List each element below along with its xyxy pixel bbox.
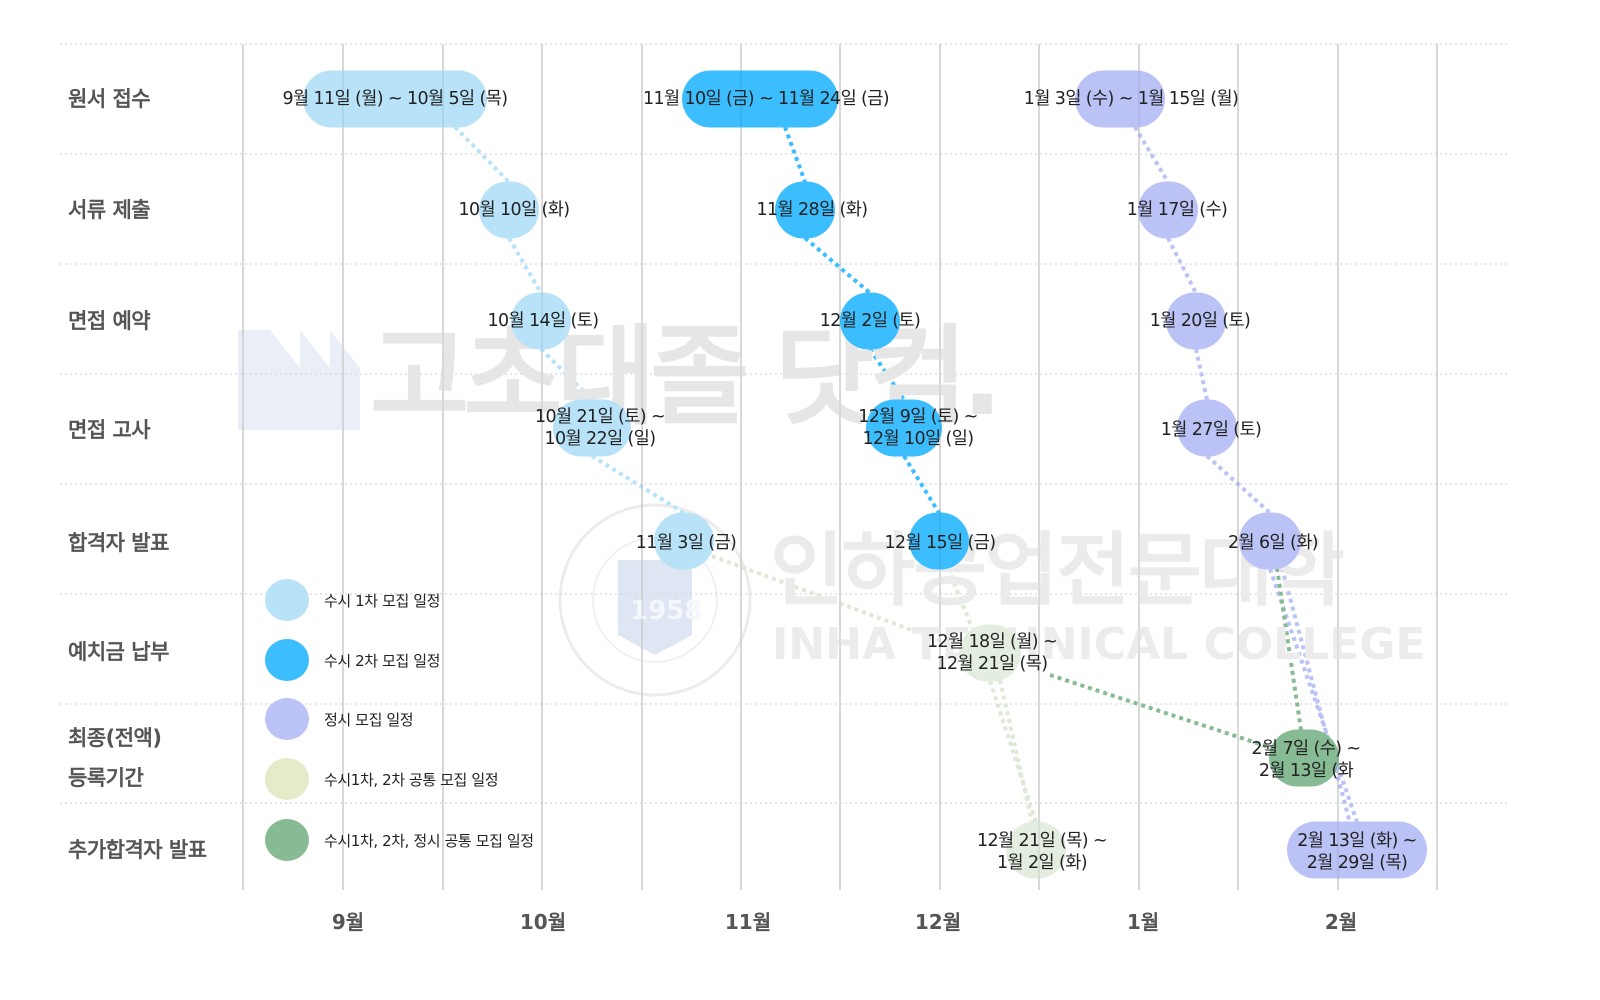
event-date-label: 10월 14일 (토) <box>487 311 599 331</box>
connector-line <box>988 680 1038 823</box>
row-label: 예치금 납부 <box>68 640 169 664</box>
event-node <box>553 399 631 457</box>
connector-line <box>803 236 872 295</box>
connector-line <box>1166 237 1198 294</box>
event-date-label: 10월 21일 (토) ~ 10월 22일 (일) <box>534 407 666 449</box>
event-node <box>511 292 571 350</box>
legend-label: 수시 2차 모집 일정 <box>324 651 441 670</box>
event-node <box>654 512 714 570</box>
event-date-label: 11월 28일 (화) <box>756 200 868 220</box>
event-node <box>1177 399 1237 457</box>
event-date-label: 10월 10일 (화) <box>458 200 570 220</box>
event-node <box>1239 512 1301 570</box>
legend-color-swatch <box>265 758 309 800</box>
legend-item: 정시 모집 일정 <box>265 698 414 740</box>
event-date-label: 12월 9일 (토) ~ 12월 10일 (일) <box>858 407 978 449</box>
legend-label: 정시 모집 일정 <box>324 710 414 729</box>
event-node <box>840 292 900 350</box>
row-label: 원서 접수 <box>68 87 151 111</box>
connector-line <box>1205 454 1272 515</box>
x-axis-month-label: 2월 <box>1324 910 1358 934</box>
event-node <box>1138 181 1198 239</box>
legend-item: 수시 1차 모집 일정 <box>265 579 440 621</box>
event-node <box>479 181 539 239</box>
legend-item: 수시1차, 2차, 정시 공통 모집 일정 <box>265 819 534 861</box>
event-date-label: 1월 27일 (토) <box>1160 420 1262 440</box>
event-node <box>1006 821 1066 879</box>
connector-line <box>453 125 511 184</box>
row-label: 면접 고사 <box>68 418 151 442</box>
event-node <box>1075 70 1165 128</box>
connector-line <box>998 679 1034 823</box>
row-label: 면접 예약 <box>68 309 151 333</box>
event-date-label: 9월 11일 (월) ~ 10월 5일 (목) <box>282 89 509 109</box>
connector-line <box>1133 125 1170 184</box>
row-label: 최종(전액) 등록기간 <box>68 726 162 790</box>
event-date-label: 2월 7일 (수) ~ 2월 13일 (화 <box>1251 739 1362 781</box>
connector-line <box>868 347 906 402</box>
connector-line <box>590 454 686 515</box>
event-node <box>1166 292 1226 350</box>
event-node <box>959 624 1021 682</box>
event-node <box>303 70 487 128</box>
connector-line <box>507 236 543 295</box>
connector-line <box>946 567 974 629</box>
x-axis-month-label: 1월 <box>1126 910 1160 934</box>
row-label: 서류 제출 <box>68 198 151 222</box>
x-axis-month-label: 12월 <box>914 910 962 934</box>
legend-color-swatch <box>265 819 309 861</box>
event-date-label: 12월 18일 (월) ~ 12월 21일 (목) <box>926 632 1058 674</box>
legend-item: 수시 2차 모집 일정 <box>265 639 440 681</box>
row-label: 합격자 발표 <box>68 531 169 555</box>
watermark-seal-icon <box>558 503 752 697</box>
event-date-label: 11월 10일 (금) ~ 11월 24일 (금) <box>642 89 890 109</box>
connector-line <box>902 454 941 515</box>
watermark-seal-shield-icon <box>618 560 692 655</box>
connector-line <box>783 126 807 183</box>
connector-line <box>1280 567 1352 824</box>
x-axis-month-label: 9월 <box>331 910 365 934</box>
event-node <box>866 399 942 457</box>
event-date-label: 12월 21일 (목) ~ 1월 2일 (화) <box>976 831 1108 873</box>
legend-color-swatch <box>265 698 309 740</box>
event-date-label: 12월 2일 (토) <box>819 311 921 331</box>
event-date-label: 1월 20일 (토) <box>1149 311 1251 331</box>
legend-item: 수시1차, 2차 공통 모집 일정 <box>265 758 499 800</box>
event-date-label: 2월 6일 (화) <box>1228 533 1319 553</box>
event-node <box>775 181 835 239</box>
event-node <box>909 512 969 570</box>
watermark-building-icon <box>238 330 360 430</box>
event-date-label: 11월 3일 (금) <box>635 533 737 553</box>
event-node <box>682 70 838 128</box>
legend-label: 수시 1차 모집 일정 <box>324 591 441 610</box>
legend-color-swatch <box>265 639 309 681</box>
legend-color-swatch <box>265 579 309 621</box>
connector-line <box>1049 673 1273 750</box>
event-date-label: 1월 17일 (수) <box>1126 200 1228 220</box>
legend-label: 수시1차, 2차 공통 모집 일정 <box>324 770 499 789</box>
connector-line <box>1275 567 1303 731</box>
legend-label: 수시1차, 2차, 정시 공통 모집 일정 <box>324 831 534 850</box>
row-label: 추가합격자 발표 <box>68 838 207 862</box>
event-date-label: 1월 3일 (수) ~ 1월 15일 (월) <box>1023 89 1239 109</box>
event-node <box>1287 821 1427 879</box>
x-axis-month-label: 11월 <box>724 910 772 934</box>
x-axis-month-label: 10월 <box>519 910 567 934</box>
event-date-label: 2월 13일 (화) ~ 2월 29일 (목) <box>1297 831 1417 873</box>
event-date-label: 12월 15일 (금) <box>884 533 996 553</box>
connector-line <box>1194 348 1209 401</box>
event-node <box>1269 729 1339 787</box>
